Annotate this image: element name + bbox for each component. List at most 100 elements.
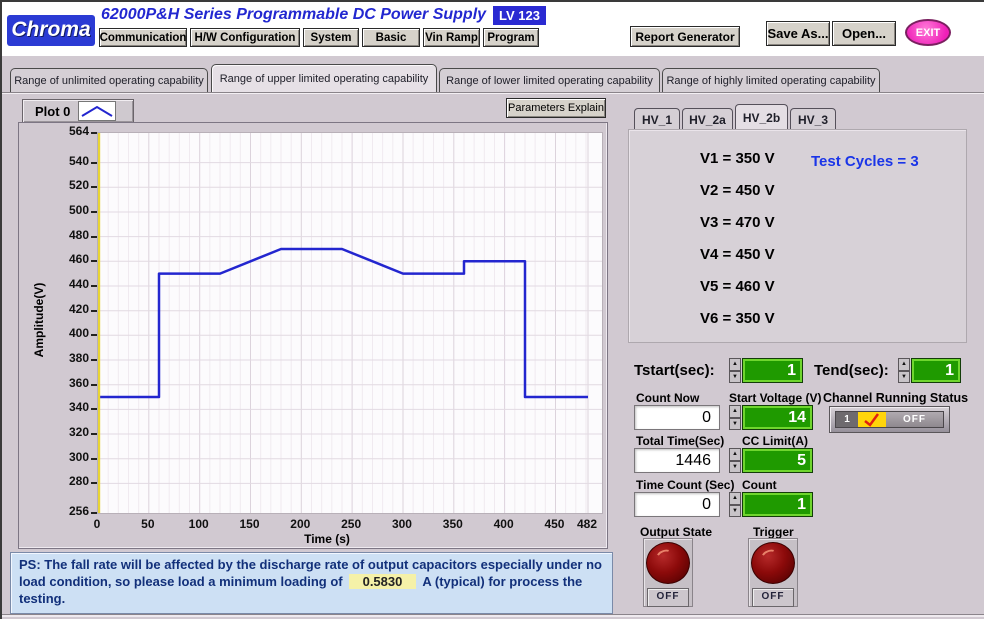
y-tick-label: 320 — [68, 425, 89, 440]
time-count-field: 0 — [634, 492, 720, 517]
cc-limit-stepper: ▲ ▼ — [729, 448, 741, 473]
plot-legend[interactable]: Plot 0 — [22, 99, 134, 123]
y-tick-label: 340 — [68, 400, 89, 415]
cc-limit-stepper-up-button[interactable]: ▲ — [729, 448, 741, 461]
x-tick-label: 350 — [442, 517, 463, 531]
x-tick-label: 400 — [493, 517, 514, 531]
tab-range-upper-limited[interactable]: Range of upper limited operating capabil… — [211, 64, 437, 92]
app-title: 62000P&H Series Programmable DC Power Su… — [101, 6, 487, 23]
y-tick-label: 360 — [68, 375, 89, 390]
y-tick-mark — [91, 482, 97, 485]
y-tick-mark — [91, 383, 97, 386]
x-tick-label: 250 — [341, 517, 362, 531]
menu-system-button[interactable]: System — [303, 28, 359, 47]
y-tick-mark — [91, 235, 97, 238]
waveform-graph: Amplitude(V) Time (s) 256 280 300 320 340 360… — [18, 122, 608, 549]
hv-values-panel: V1 = 350 V V2 = 450 V V3 = 470 V V4 = 45… — [628, 129, 967, 343]
count-stepper-down-button[interactable]: ▼ — [729, 504, 741, 517]
tab-range-lower-limited[interactable]: Range of lower limited operating capabil… — [439, 68, 660, 92]
start-voltage-stepper-up-button[interactable]: ▲ — [729, 405, 741, 418]
plot-legend-label: Plot 0 — [35, 103, 71, 119]
voltage-v4: V4 = 450 V — [700, 246, 775, 263]
menu-communication-button[interactable]: Communication — [99, 28, 187, 47]
y-tick-label: 460 — [68, 252, 89, 267]
check-icon — [864, 413, 880, 427]
voltage-v2: V2 = 450 V — [700, 182, 775, 199]
y-tick-label: 420 — [68, 301, 89, 316]
count-stepper: ▲ ▼ — [729, 492, 741, 517]
channel-number-cell: 1 — [836, 412, 858, 427]
start-voltage-stepper: ▲ ▼ — [729, 405, 741, 430]
y-tick-mark — [91, 186, 97, 189]
menu-program-button[interactable]: Program — [483, 28, 539, 47]
y-tick-mark — [91, 309, 97, 312]
tab-range-highly-limited[interactable]: Range of highly limited operating capabi… — [662, 68, 880, 92]
start-voltage-stepper-down-button[interactable]: ▼ — [729, 417, 741, 430]
menu-vin-ramp-button[interactable]: Vin Ramp — [423, 28, 480, 47]
tab-hv-2b[interactable]: HV_2b — [735, 104, 788, 130]
ps-note-highlight-value: 0.5830 — [348, 573, 417, 589]
open-button[interactable]: Open... — [832, 21, 896, 46]
y-tick-label: 256 — [68, 504, 89, 518]
x-tick-label: 200 — [290, 517, 311, 531]
trigger-control: OFF — [748, 538, 798, 607]
start-voltage-label: Start Voltage (V) — [729, 391, 822, 405]
y-tick-label: 280 — [68, 474, 89, 489]
y-tick-mark — [91, 457, 97, 460]
total-time-label: Total Time(Sec) — [636, 434, 725, 448]
count-now-label: Count Now — [636, 391, 700, 405]
tab-hv-2a[interactable]: HV_2a — [682, 108, 733, 130]
channel-running-status-bar: 1 OFF — [835, 411, 944, 428]
test-cycles-label: Test Cycles = 3 — [811, 153, 919, 170]
x-tick-label: 50 — [141, 517, 155, 531]
menu-hw-configuration-button[interactable]: H/W Configuration — [190, 28, 300, 47]
y-tick-mark — [91, 284, 97, 287]
window-bottom-highlight — [2, 615, 984, 617]
voltage-v6: V6 = 350 V — [700, 310, 775, 327]
x-tick-label: 450 — [544, 517, 565, 531]
cc-limit-field[interactable]: 5 — [742, 448, 813, 473]
tend-field[interactable]: 1 — [911, 358, 961, 383]
tend-stepper-down-button[interactable]: ▼ — [898, 370, 910, 383]
trigger-knob-button[interactable] — [751, 542, 795, 584]
tstart-field[interactable]: 1 — [742, 358, 803, 383]
tab-range-unlimited[interactable]: Range of unlimited operating capability — [10, 68, 208, 92]
count-stepper-up-button[interactable]: ▲ — [729, 492, 741, 505]
count-field[interactable]: 1 — [742, 492, 813, 517]
output-state-control: OFF — [643, 538, 693, 607]
tab-hv-1[interactable]: HV_1 — [634, 108, 680, 130]
voltage-v5: V5 = 460 V — [700, 278, 775, 295]
report-generator-button[interactable]: Report Generator — [630, 26, 740, 47]
y-tick-label: 520 — [68, 178, 89, 193]
count-label: Count — [742, 478, 777, 492]
tstart-stepper-up-button[interactable]: ▲ — [729, 358, 741, 371]
tend-stepper-up-button[interactable]: ▲ — [898, 358, 910, 371]
y-tick-label: 300 — [68, 449, 89, 464]
voltage-v3: V3 = 470 V — [700, 214, 775, 231]
exit-button[interactable]: EXIT — [905, 19, 951, 46]
cc-limit-stepper-down-button[interactable]: ▼ — [729, 460, 741, 473]
output-state-knob-button[interactable] — [646, 542, 690, 584]
parameters-explain-button[interactable]: Parameters Explain — [506, 98, 606, 118]
x-axis-title: Time (s) — [304, 532, 350, 546]
output-state-label: Output State — [640, 525, 712, 539]
tend-stepper: ▲ ▼ — [898, 358, 910, 383]
menu-basic-button[interactable]: Basic — [362, 28, 420, 47]
ps-note-text-after: A (typical) for process the testing. — [19, 573, 583, 606]
start-voltage-field[interactable]: 14 — [742, 405, 813, 430]
plot-line-sample-icon — [78, 101, 117, 121]
y-tick-label: 400 — [68, 326, 89, 341]
cc-limit-label: CC Limit(A) — [742, 434, 808, 448]
y-tick-label: 440 — [68, 276, 89, 291]
x-tick-label: 100 — [188, 517, 209, 531]
count-now-field: 0 — [634, 405, 720, 430]
window-bottom-groove — [2, 614, 984, 615]
tstart-stepper-down-button[interactable]: ▼ — [729, 370, 741, 383]
save-as-button[interactable]: Save As... — [766, 21, 830, 46]
tab-hv-3[interactable]: HV_3 — [790, 108, 836, 130]
x-tick-label: 150 — [239, 517, 260, 531]
header-bar: Chroma 62000P&H Series Programmable DC P… — [2, 2, 984, 56]
channel-running-status-label: Channel Running Status — [823, 391, 969, 405]
channel-running-status-control[interactable]: 1 OFF — [829, 406, 950, 433]
